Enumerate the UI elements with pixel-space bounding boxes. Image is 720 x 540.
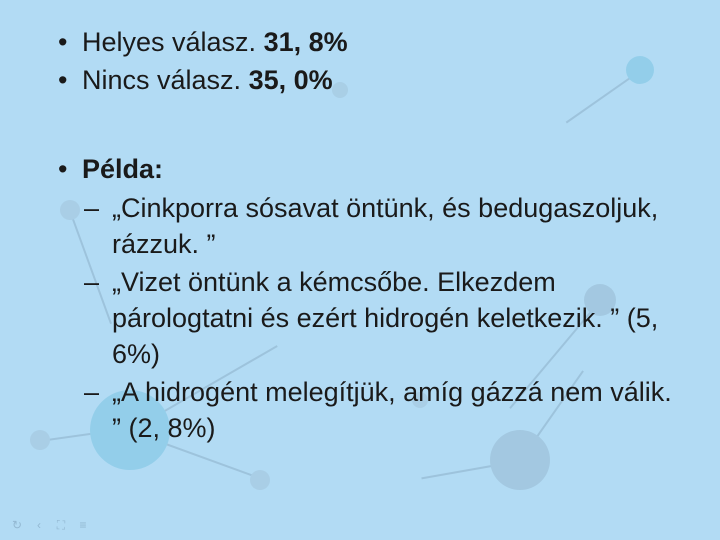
back-icon[interactable]: ‹ xyxy=(32,518,46,532)
expand-icon[interactable]: ⛶ xyxy=(54,518,68,532)
bullet-example: Példa: „Cinkporra sósavat öntünk, és bed… xyxy=(58,151,672,447)
bullet-text: Helyes válasz. xyxy=(82,27,264,57)
example-item: „A hidrogént melegítjük, amíg gázzá nem … xyxy=(82,375,672,447)
spacer xyxy=(58,101,672,149)
example-label: Példa: xyxy=(82,154,163,184)
bullet-text: Nincs válasz. xyxy=(82,65,249,95)
bullet-no-answer: Nincs válasz. 35, 0% xyxy=(58,62,672,98)
player-controls: ↻ ‹ ⛶ ≡ xyxy=(10,518,90,532)
refresh-icon[interactable]: ↻ xyxy=(10,518,24,532)
example-item: „Vizet öntünk a kémcsőbe. Elkezdem párol… xyxy=(82,265,672,373)
slide-content: Helyes válasz. 31, 8% Nincs válasz. 35, … xyxy=(0,0,720,473)
bullet-correct-answer: Helyes válasz. 31, 8% xyxy=(58,24,672,60)
bullet-value: 35, 0% xyxy=(249,65,333,95)
example-item: „Cinkporra sósavat öntünk, és bedugaszol… xyxy=(82,191,672,263)
menu-icon[interactable]: ≡ xyxy=(76,518,90,532)
bullet-value: 31, 8% xyxy=(264,27,348,57)
